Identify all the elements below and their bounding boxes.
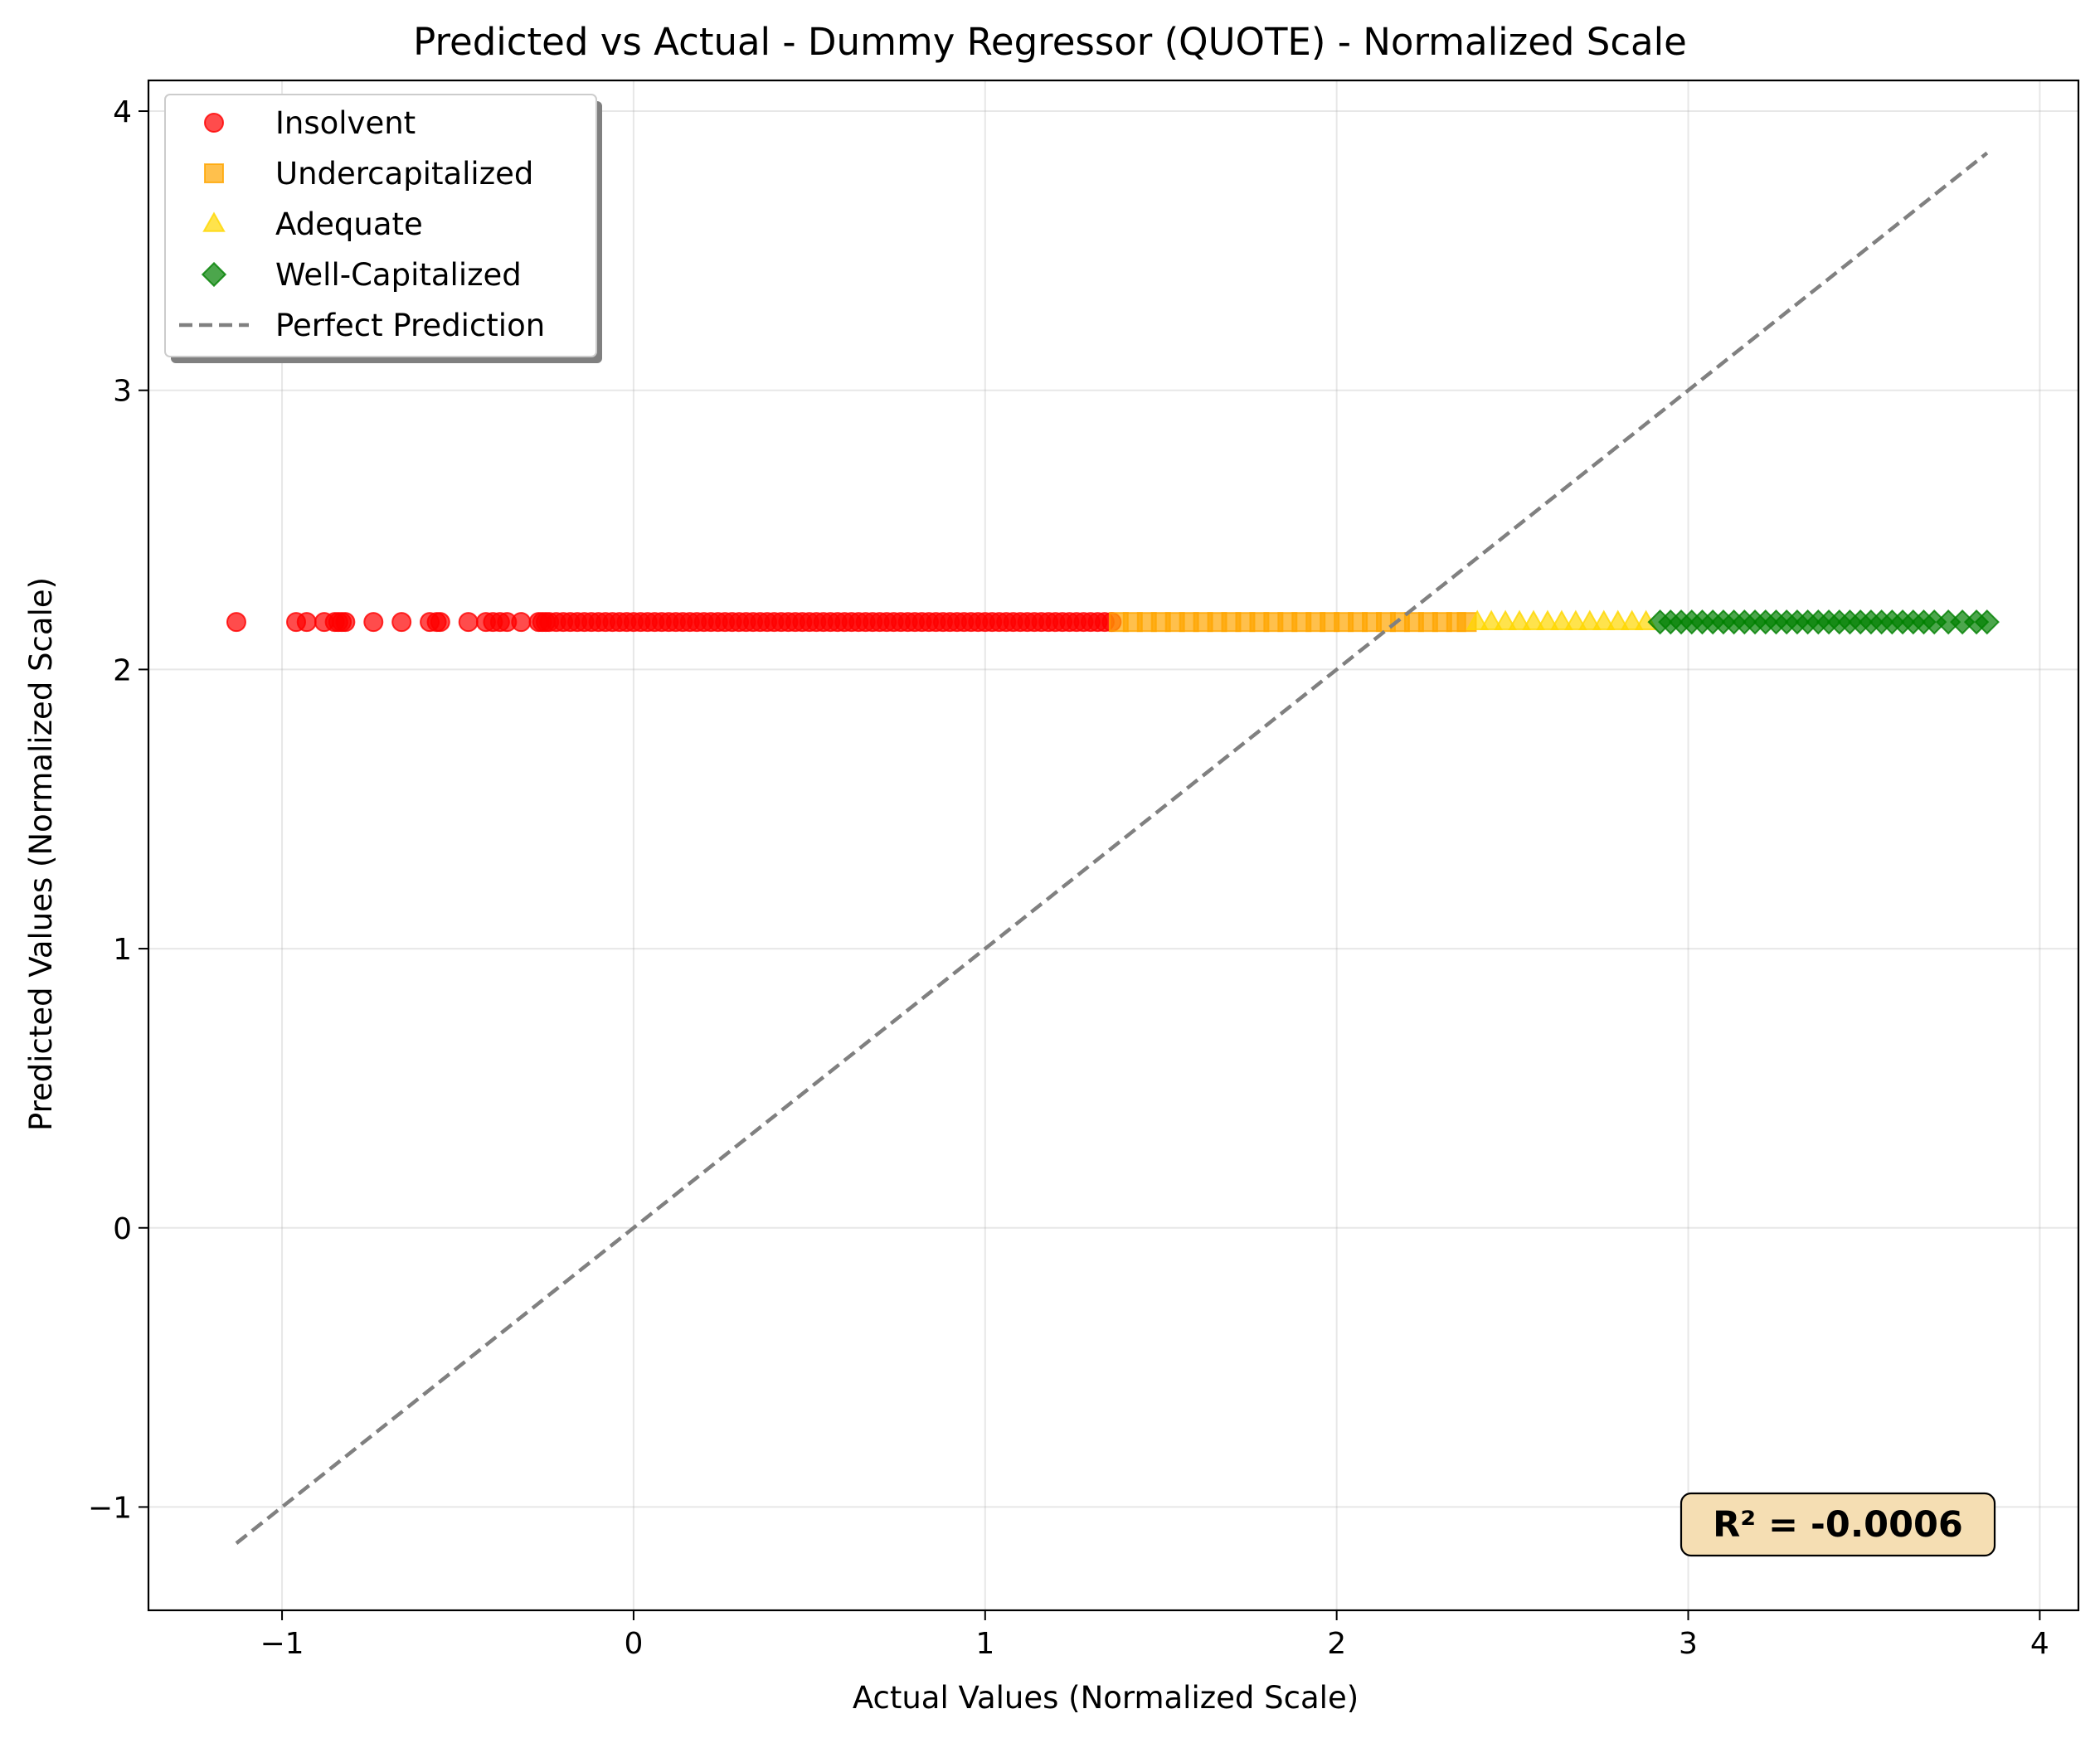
data-point bbox=[1494, 609, 1517, 630]
legend-label: Insolvent bbox=[275, 105, 416, 141]
data-point bbox=[1974, 609, 2000, 635]
x-tick-label: −1 bbox=[260, 1627, 304, 1661]
legend-items: Insolvent Undercapitalized Adequate Well-Ca… bbox=[179, 105, 545, 343]
data-point bbox=[1620, 609, 1644, 630]
data-point bbox=[1592, 609, 1616, 630]
legend-label: Undercapitalized bbox=[275, 156, 533, 192]
data-point bbox=[1536, 609, 1559, 630]
data-point bbox=[296, 612, 317, 633]
legend: Insolvent Undercapitalized Adequate Well-Ca… bbox=[164, 94, 602, 363]
r2-annotation: R² = -0.0006 bbox=[1680, 1492, 1996, 1557]
data-point bbox=[458, 612, 479, 633]
legend-marker-adequate bbox=[202, 211, 226, 232]
data-point bbox=[335, 612, 356, 633]
reference-line-layer bbox=[235, 151, 1989, 1545]
y-axis-title: Predicted Values (Normalized Scale) bbox=[23, 577, 59, 1131]
r2-annotation-text: R² = -0.0006 bbox=[1713, 1504, 1963, 1546]
data-point bbox=[363, 612, 384, 633]
x-tick-label: 0 bbox=[624, 1627, 643, 1661]
data-point bbox=[1550, 609, 1573, 630]
y-tick-label: 2 bbox=[113, 653, 132, 687]
data-point bbox=[1480, 609, 1503, 630]
x-tick-label: 4 bbox=[2030, 1627, 2049, 1661]
data-point bbox=[1522, 609, 1545, 630]
ticks: −1 0 1 2 3 4 −1 0 1 2 3 4 bbox=[88, 95, 2049, 1661]
series-well-capitalized bbox=[1647, 609, 2000, 635]
legend-marker-undercapitalized bbox=[204, 163, 224, 183]
x-tick-label: 3 bbox=[1679, 1627, 1698, 1661]
legend-label: Perfect Prediction bbox=[275, 308, 545, 343]
data-point bbox=[1564, 609, 1587, 630]
y-tick-label: 4 bbox=[113, 95, 132, 129]
legend-label: Adequate bbox=[275, 206, 423, 242]
series-adequate bbox=[1466, 609, 1658, 630]
data-point bbox=[511, 612, 532, 633]
data-point bbox=[391, 612, 412, 633]
data-point bbox=[1606, 609, 1630, 630]
r2-annotation-box bbox=[1680, 1492, 1996, 1557]
axes-frame bbox=[147, 79, 2080, 1612]
y-tick-label: 3 bbox=[113, 375, 132, 409]
x-tick-label: 1 bbox=[975, 1627, 994, 1661]
series-undercapitalized bbox=[1108, 612, 1477, 633]
y-tick-label: −1 bbox=[88, 1491, 132, 1525]
x-tick-label: 2 bbox=[1327, 1627, 1346, 1661]
data-point bbox=[1466, 609, 1490, 630]
data-point bbox=[226, 612, 246, 633]
y-tick-label: 1 bbox=[113, 933, 132, 967]
plot-area bbox=[226, 609, 2000, 635]
x-axis-title: Actual Values (Normalized Scale) bbox=[853, 1680, 1359, 1716]
perfect-prediction-line bbox=[235, 151, 1989, 1545]
legend-label: Well-Capitalized bbox=[275, 257, 522, 293]
y-tick-label: 0 bbox=[113, 1212, 132, 1246]
data-point bbox=[1578, 609, 1602, 630]
legend-marker-well-capitalized bbox=[201, 261, 227, 288]
data-point bbox=[1508, 609, 1531, 630]
data-point bbox=[430, 612, 450, 633]
series-insolvent bbox=[226, 612, 1122, 633]
legend-box bbox=[164, 94, 597, 357]
chart-title: Predicted vs Actual - Dummy Regressor (Q… bbox=[413, 20, 1687, 64]
legend-marker-insolvent bbox=[204, 113, 224, 133]
